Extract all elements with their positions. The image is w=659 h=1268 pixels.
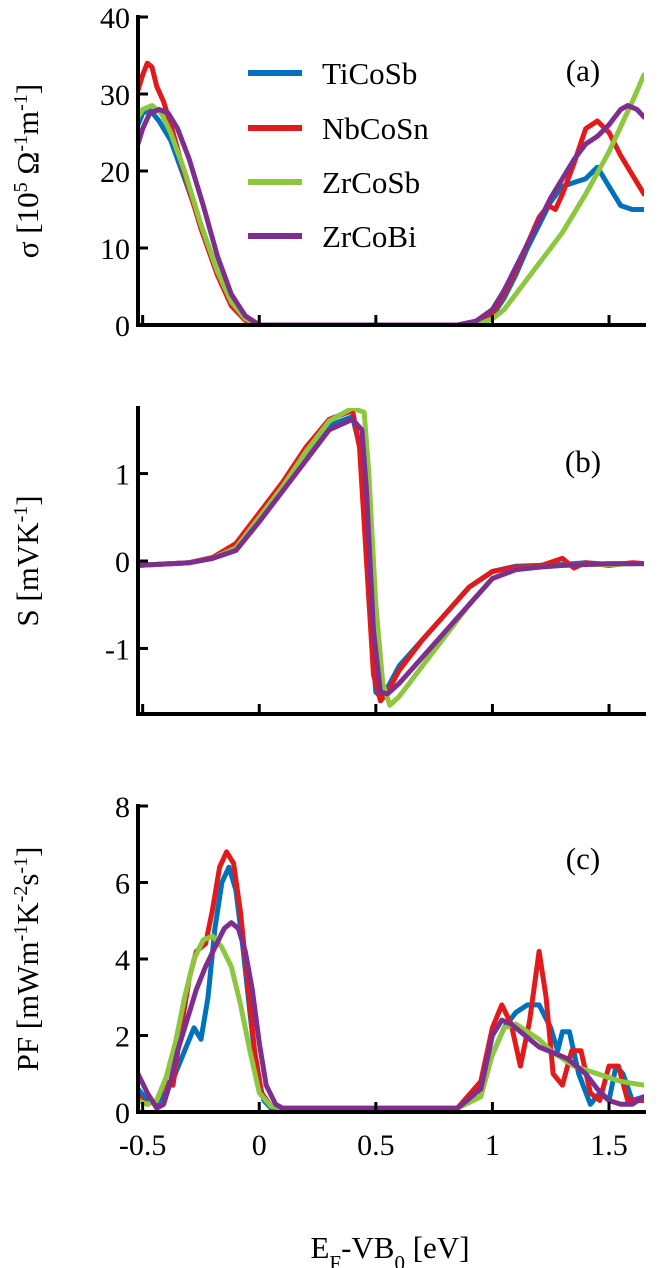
legend-label-zrcosb: ZrCoSb bbox=[322, 165, 420, 200]
panel-tag: (b) bbox=[565, 444, 601, 479]
chart-panel-a: 0 10 20 30 40 (a) σ [105 Ω-1m-1] TiCoSb NbCoSn Zr… bbox=[10, 2, 646, 343]
series-line-zrcobi bbox=[138, 416, 644, 697]
x-tick-label: 0.5 bbox=[357, 1129, 395, 1162]
y-tick-label: 0 bbox=[115, 310, 130, 343]
y-tick-label: -1 bbox=[105, 633, 130, 666]
y-axis-label: PF [mWm-1K-2s-1] bbox=[10, 847, 45, 1072]
series-group bbox=[138, 849, 644, 1111]
panel-tag: (c) bbox=[566, 841, 600, 876]
series-line-zrcobi bbox=[138, 103, 644, 325]
chart-panel-b: -1 0 1 (b) S [mVK-1] bbox=[10, 406, 646, 716]
y-tick-label: 8 bbox=[115, 791, 130, 824]
legend-label-nbcosn: NbCoSn bbox=[322, 111, 429, 146]
series-line-zrcosb bbox=[138, 72, 644, 325]
y-axis-label: σ [105 Ω-1m-1] bbox=[10, 84, 45, 258]
y-tick-label: 0 bbox=[115, 546, 130, 579]
legend-label-zrcobi: ZrCoBi bbox=[322, 219, 417, 254]
x-tick-label: -0.5 bbox=[119, 1129, 167, 1162]
series-group bbox=[138, 408, 644, 708]
x-tick-label: 1 bbox=[485, 1129, 500, 1162]
y-tick-label: 4 bbox=[115, 944, 130, 977]
y-tick-label: 40 bbox=[100, 2, 130, 35]
series-group bbox=[138, 60, 644, 325]
y-axis-label: S [mVK-1] bbox=[10, 495, 45, 626]
y-tick-label: 0 bbox=[115, 1097, 130, 1130]
x-tick-label: 0 bbox=[252, 1129, 267, 1162]
x-tick-label: 1.5 bbox=[590, 1129, 628, 1162]
series-line-nbcosn bbox=[138, 849, 644, 1111]
series-line-zrcobi bbox=[138, 920, 644, 1111]
y-tick-label: 1 bbox=[115, 459, 130, 492]
panel-tag: (a) bbox=[566, 53, 600, 88]
y-tick-label: 10 bbox=[100, 233, 130, 266]
y-tick-label: 20 bbox=[100, 156, 130, 189]
y-tick-label: 2 bbox=[115, 1021, 130, 1054]
x-axis-label: EF-VB0 [eV] bbox=[310, 1230, 469, 1268]
legend: TiCoSb NbCoSn ZrCoSb ZrCoBi bbox=[248, 56, 429, 254]
legend-label-ticosb: TiCoSb bbox=[322, 56, 417, 91]
y-tick-label: 30 bbox=[100, 79, 130, 112]
y-tick-label: 6 bbox=[115, 868, 130, 901]
